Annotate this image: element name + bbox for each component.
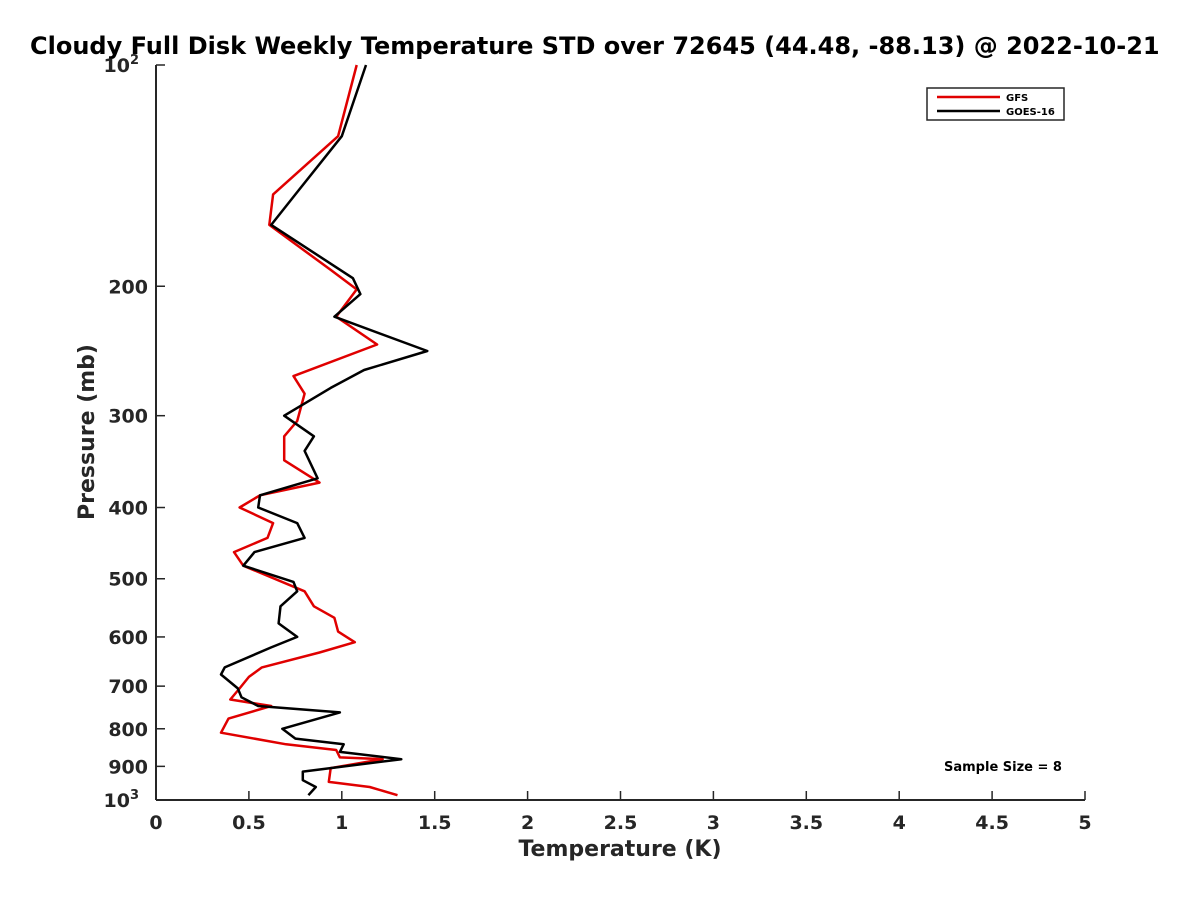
x-tick-label: 1 — [335, 812, 348, 834]
legend-label-1: GOES-16 — [1006, 107, 1055, 118]
legend: GFS GOES-16 — [926, 87, 1065, 121]
x-tick-label: 4 — [893, 812, 906, 834]
x-tick-label: 4.5 — [975, 812, 1009, 834]
series-line-1 — [219, 64, 429, 797]
chart-title: Cloudy Full Disk Weekly Temperature STD … — [30, 32, 1160, 60]
x-tick-label: 0.5 — [232, 812, 266, 834]
x-ticks: 0 0.5 1 1.5 2 2.5 3 3.5 4 4.5 5 — [149, 791, 1092, 834]
x-tick-label: 3 — [707, 812, 720, 834]
y-tick-label: 500 — [108, 569, 148, 591]
y-ticks: 102 200 300 400 500 600 700 800 900 103 — [104, 53, 165, 812]
sample-size-annotation: Sample Size = 8 — [944, 760, 1062, 775]
x-tick-label: 2 — [521, 812, 534, 834]
legend-box — [926, 87, 1065, 121]
x-axis-label: Temperature (K) — [518, 837, 721, 862]
y-tick-label: 200 — [108, 276, 148, 298]
x-tick-label: 2.5 — [604, 812, 638, 834]
x-tick-label: 0 — [149, 812, 162, 834]
y-tick-label: 300 — [108, 406, 148, 428]
plot-series — [219, 64, 429, 797]
y-tick-label: 103 — [104, 788, 140, 812]
y-tick-label: 900 — [108, 756, 148, 778]
y-axis-label: Pressure (mb) — [75, 344, 100, 520]
x-tick-label: 1.5 — [418, 812, 452, 834]
y-tick-label: 102 — [104, 53, 140, 77]
y-tick-label: 700 — [108, 676, 148, 698]
y-tick-label: 800 — [108, 719, 148, 741]
x-tick-label: 3.5 — [789, 812, 823, 834]
y-tick-label: 400 — [108, 498, 148, 520]
series-line-0 — [219, 64, 398, 797]
y-tick-label: 600 — [108, 627, 148, 649]
x-tick-label: 5 — [1078, 812, 1091, 834]
legend-label-0: GFS — [1006, 93, 1028, 104]
